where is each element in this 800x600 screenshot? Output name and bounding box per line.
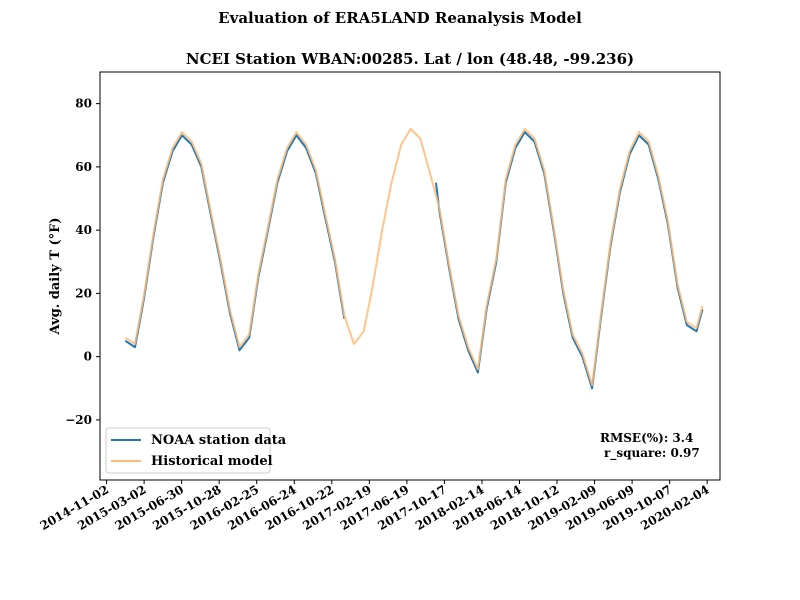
y-axis: −20 0 20 40 60 80	[65, 97, 100, 427]
chart-suptitle: Evaluation of ERA5LAND Reanalysis Model	[218, 9, 582, 27]
legend: NOAA station data Historical model	[105, 427, 287, 474]
y-tick-label: 20	[75, 286, 92, 300]
y-tick-label: 0	[84, 350, 92, 364]
chart-title: NCEI Station WBAN:00285. Lat / lon (48.4…	[186, 50, 634, 68]
series-line-noaa-1	[435, 131, 704, 390]
plot-frame	[99, 71, 721, 481]
legend-frame	[105, 427, 271, 474]
y-tick-label: 60	[75, 160, 92, 174]
legend-entry-historical: Historical model	[151, 454, 273, 469]
y-tick-label: −20	[65, 413, 92, 427]
r-square-annotation: r_square: 0.97	[604, 446, 700, 461]
series-line-historical-0	[124, 127, 704, 387]
legend-entry-noaa: NOAA station data	[151, 433, 287, 448]
plot-lines	[124, 127, 704, 390]
y-tick-label: 40	[75, 223, 92, 237]
series-line-noaa-0	[124, 134, 346, 352]
y-tick-label: 80	[75, 97, 92, 111]
y-axis-label: Avg. daily T (°F)	[48, 218, 63, 336]
rmse-annotation: RMSE(%): 3.4	[600, 431, 693, 445]
x-axis: 2014-11-022015-03-022015-06-302015-10-28…	[38, 480, 712, 533]
